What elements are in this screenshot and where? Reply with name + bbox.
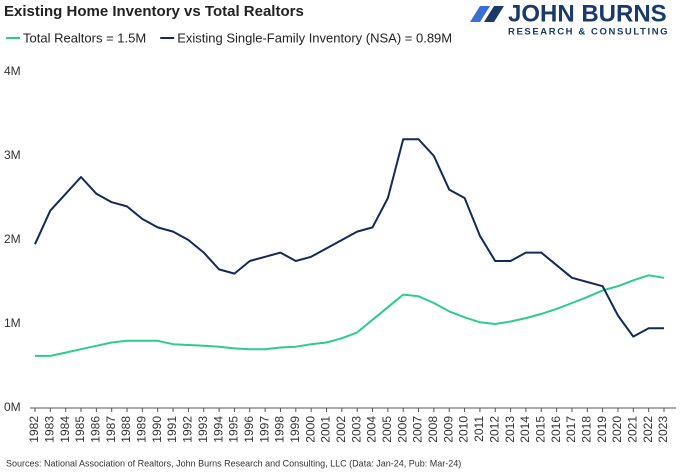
series-line xyxy=(35,274,665,357)
y-tick-label: 4M xyxy=(4,64,21,78)
x-tick-label: 2003 xyxy=(349,416,363,443)
x-tick-label: 1990 xyxy=(150,416,164,443)
x-tick-label: 2023 xyxy=(656,416,670,443)
x-tick-label: 1985 xyxy=(73,416,87,443)
x-tick-label: 2008 xyxy=(426,416,440,443)
x-tick-label: 1984 xyxy=(58,416,72,443)
brand-subtitle: RESEARCH & CONSULTING xyxy=(508,27,669,38)
x-tick-label: 2004 xyxy=(365,416,379,443)
x-tick-label: 2017 xyxy=(564,416,578,443)
x-tick-label: 2011 xyxy=(472,416,486,442)
x-tick-label: 2012 xyxy=(487,416,501,443)
x-tick-label: 1996 xyxy=(242,416,256,443)
x-tick-label: 1986 xyxy=(89,416,103,443)
x-tick-label: 1992 xyxy=(181,416,195,443)
x-tick-label: 2015 xyxy=(533,416,547,443)
x-tick-label: 1987 xyxy=(104,416,118,443)
x-tick-label: 2013 xyxy=(503,416,517,443)
x-tick-label: 2007 xyxy=(411,416,425,443)
brand: JOHN BURNS xyxy=(508,0,667,27)
x-tick-label: 2006 xyxy=(395,416,409,443)
chart-title: Existing Home Inventory vs Total Realtor… xyxy=(4,3,304,20)
x-tick-label: 2014 xyxy=(518,416,532,443)
x-tick-label: 1988 xyxy=(119,416,133,443)
x-tick-label: 1982 xyxy=(27,416,41,443)
y-tick-label: 0M xyxy=(4,400,21,414)
source: Sources: National Association of Realtor… xyxy=(6,458,461,468)
y-tick-label: 2M xyxy=(4,232,21,246)
x-tick-label: 1989 xyxy=(135,416,149,443)
x-tick-label: 1997 xyxy=(257,416,271,443)
series-line xyxy=(34,138,664,338)
x-tick-label: 1998 xyxy=(273,416,287,443)
x-tick-label: 2016 xyxy=(549,416,563,443)
x-tick-label: 1983 xyxy=(43,416,57,443)
legend-label: Total Realtors = 1.5M xyxy=(23,30,146,45)
logo-icon xyxy=(470,6,504,22)
x-tick-label: 1991 xyxy=(165,416,179,443)
x-tick-label: 2001 xyxy=(319,416,333,443)
x-tick-label: 2021 xyxy=(625,416,639,443)
y-tick-label: 1M xyxy=(4,316,21,330)
x-tick-label: 2019 xyxy=(595,416,609,443)
x-tick-label: 2010 xyxy=(457,416,471,443)
x-tick-label: 1995 xyxy=(227,416,241,443)
x-tick-label: 2005 xyxy=(380,416,394,443)
x-tick-label: 2020 xyxy=(610,416,624,443)
x-tick-label: 2009 xyxy=(441,416,455,443)
x-tick-label: 2022 xyxy=(641,416,655,443)
x-tick-label: 2018 xyxy=(579,416,593,443)
y-tick-label: 3M xyxy=(4,148,21,162)
x-tick-label: 1993 xyxy=(196,416,210,443)
x-tick-label: 2002 xyxy=(334,416,348,443)
x-tick-label: 2000 xyxy=(303,416,317,443)
x-tick-label: 1999 xyxy=(288,416,302,443)
x-tick-label: 1994 xyxy=(211,416,225,443)
legend-label: Existing Single-Family Inventory (NSA) =… xyxy=(177,30,452,45)
